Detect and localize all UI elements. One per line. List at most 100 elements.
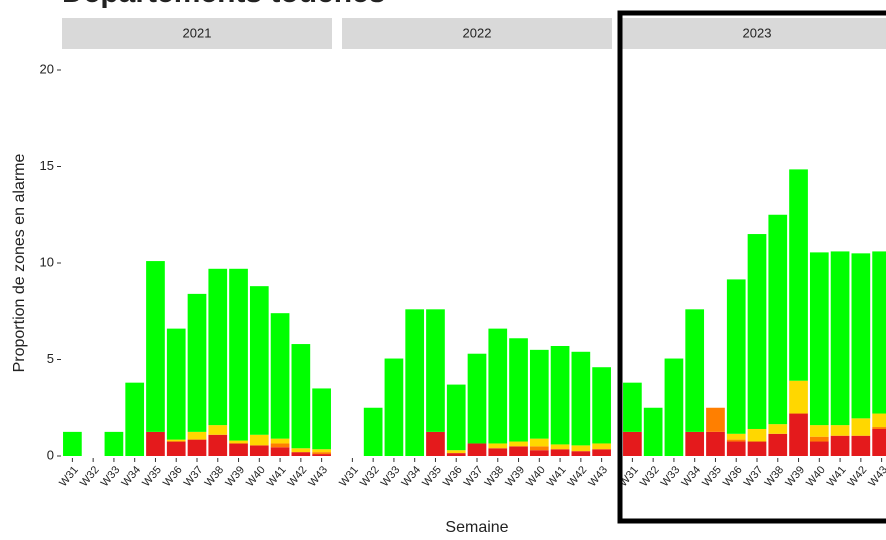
x-tick-label: W39	[783, 464, 807, 489]
bar-segment	[726, 441, 746, 456]
bar-segment	[488, 448, 508, 456]
x-tick-label: W43	[586, 464, 610, 489]
x-tick-label: W35	[140, 464, 164, 489]
x-tick-label: W33	[379, 464, 403, 489]
x-tick-label: W39	[223, 464, 247, 489]
bar-segment	[291, 448, 311, 453]
y-tick-label: 5	[47, 351, 54, 366]
bar-segment	[809, 252, 829, 426]
bar-segment	[747, 428, 767, 442]
bar-segment	[623, 431, 642, 456]
x-tick-label: W36	[161, 464, 185, 489]
bar-segment	[706, 407, 725, 432]
bar-segment	[312, 454, 331, 456]
bar-segment	[249, 434, 269, 446]
bar-segment	[851, 253, 871, 419]
bar-segment	[488, 443, 508, 449]
bar-segment	[208, 268, 228, 426]
bar-segment	[363, 407, 383, 456]
y-tick-label: 15	[40, 158, 54, 173]
bar-segment	[623, 382, 642, 432]
bar-segment	[312, 452, 331, 455]
x-tick-label: W34	[679, 464, 703, 489]
bar-segment	[509, 446, 528, 456]
bar-segment	[550, 444, 570, 450]
bar-segment	[768, 433, 788, 456]
bar-segment	[789, 169, 808, 381]
bar-segment	[571, 451, 591, 456]
bar-segment	[851, 418, 871, 436]
x-tick-label: W43	[866, 464, 886, 489]
x-tick-label: W37	[182, 464, 206, 489]
bar-segment	[664, 358, 684, 456]
x-tick-label: W37	[742, 464, 766, 489]
bar-segment	[529, 349, 549, 439]
bar-segment	[312, 388, 331, 450]
bar-segment	[809, 436, 829, 442]
x-tick-label: W42	[566, 464, 590, 489]
x-tick-label: W36	[441, 464, 465, 489]
x-tick-label: W38	[763, 464, 787, 489]
bar-segment	[187, 293, 207, 432]
y-tick-label: 20	[40, 61, 54, 76]
bar-segment	[747, 441, 767, 456]
bar-segment	[291, 452, 311, 456]
bar-segment	[249, 445, 269, 456]
bar-segment	[726, 279, 746, 434]
x-tick-label: W33	[99, 464, 123, 489]
bar-segment	[872, 251, 886, 414]
strip-label: 2022	[463, 25, 492, 40]
bar-segment	[208, 425, 228, 435]
x-tick-label: W38	[203, 464, 227, 489]
bar-segment	[166, 328, 186, 440]
x-tick-label: W35	[420, 464, 444, 489]
x-tick-label: W40	[524, 464, 548, 489]
bar-segment	[768, 214, 788, 425]
bar-segment	[643, 407, 663, 456]
bar-segment	[747, 234, 767, 429]
x-tick-label: W41	[825, 464, 849, 489]
x-tick-label: W43	[306, 464, 330, 489]
y-tick-label: 10	[40, 254, 54, 269]
bar-segment	[146, 261, 165, 432]
bar-segment	[830, 251, 850, 426]
bar-segment	[830, 435, 850, 456]
bar-segment	[685, 309, 705, 432]
bar-segment	[809, 441, 829, 456]
x-tick-label: W31	[57, 464, 81, 489]
bar-segment	[104, 431, 124, 456]
y-axis-label: Proportion de zones en alarme	[11, 154, 28, 373]
bar-segment	[789, 413, 808, 456]
bar-segment	[125, 382, 145, 456]
bar-segment	[872, 427, 886, 429]
bar-segment	[467, 353, 487, 444]
bar-segment	[63, 431, 82, 456]
bar-segment	[529, 450, 549, 456]
x-tick-label: W32	[358, 464, 382, 489]
x-tick-label: W40	[804, 464, 828, 489]
x-tick-label: W32	[78, 464, 102, 489]
strip	[342, 18, 612, 49]
bar-segment	[571, 351, 591, 446]
strip-label: 2021	[183, 25, 212, 40]
bar-segment	[249, 286, 269, 435]
bar-segment	[166, 439, 186, 442]
x-tick-label: W42	[286, 464, 310, 489]
x-tick-label: W39	[503, 464, 527, 489]
x-tick-label: W34	[399, 464, 423, 489]
bar-segment	[229, 268, 248, 441]
bar-segment	[592, 449, 611, 456]
x-axis-label: Semaine	[445, 519, 508, 536]
strip	[62, 18, 332, 49]
y-tick-label: 0	[47, 447, 54, 462]
bar-segment	[872, 428, 886, 456]
bar-segment	[270, 313, 290, 439]
bar-segment	[270, 438, 290, 444]
bar-segment	[726, 433, 746, 440]
bar-segment	[706, 431, 725, 456]
x-tick-label: W31	[337, 464, 361, 489]
x-tick-label: W42	[846, 464, 870, 489]
bar-segment	[809, 425, 829, 437]
bar-segment	[488, 328, 508, 444]
